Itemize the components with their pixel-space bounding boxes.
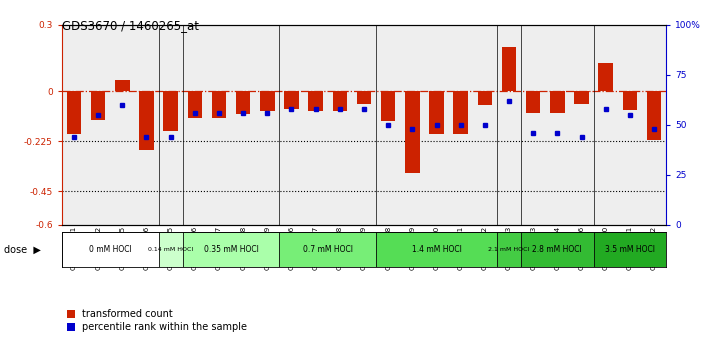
Bar (454, 91, 468, 134)
Legend: transformed count, percentile rank within the sample: transformed count, percentile rank withi… (67, 309, 248, 332)
Bar (381, 91, 395, 121)
Bar (497, 232, 521, 267)
Text: 1.4 mM HOCl: 1.4 mM HOCl (411, 245, 462, 254)
Bar (598, 63, 613, 91)
Text: GDS3670 / 1460265_at: GDS3670 / 1460265_at (62, 19, 199, 33)
Bar (284, 91, 298, 109)
Text: 0.35 mM HOCl: 0.35 mM HOCl (204, 245, 258, 254)
Text: 0 mM HOCl: 0 mM HOCl (89, 245, 132, 254)
Bar (357, 91, 371, 104)
Bar (159, 232, 183, 267)
Bar (333, 91, 347, 112)
Bar (139, 91, 154, 150)
Bar (622, 91, 637, 110)
Bar (405, 91, 419, 172)
Bar (188, 91, 202, 118)
Bar (62, 232, 159, 267)
Bar (260, 91, 274, 112)
Bar (91, 91, 106, 120)
Bar (478, 91, 492, 105)
Bar (163, 91, 178, 131)
Bar (550, 91, 565, 113)
Bar (212, 91, 226, 118)
Text: dose  ▶: dose ▶ (4, 245, 41, 255)
Bar (309, 91, 323, 112)
Text: 3.5 mM HOCl: 3.5 mM HOCl (605, 245, 655, 254)
Text: 0.7 mM HOCl: 0.7 mM HOCl (303, 245, 353, 254)
Bar (574, 91, 589, 104)
Text: 2.1 mM HOCl: 2.1 mM HOCl (488, 247, 530, 252)
Bar (236, 91, 250, 114)
Bar (67, 91, 82, 134)
Bar (376, 232, 497, 267)
Bar (280, 232, 376, 267)
Bar (115, 80, 130, 91)
Bar (183, 232, 280, 267)
Bar (593, 232, 666, 267)
Text: 0.14 mM HOCl: 0.14 mM HOCl (148, 247, 193, 252)
Bar (430, 91, 444, 134)
Text: 2.8 mM HOCl: 2.8 mM HOCl (532, 245, 582, 254)
Bar (526, 91, 540, 113)
Bar (646, 91, 661, 140)
Bar (502, 47, 516, 91)
Bar (521, 232, 593, 267)
